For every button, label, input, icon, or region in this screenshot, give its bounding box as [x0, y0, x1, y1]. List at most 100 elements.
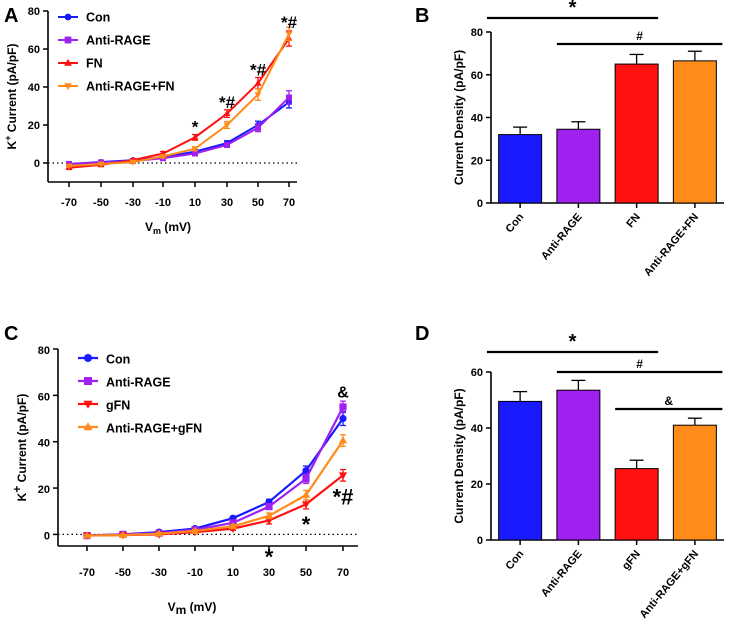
chart-c-x-tick-label: -70 — [79, 567, 95, 579]
chart-a-x-tick-label: -30 — [125, 197, 141, 209]
chart-a-y-tick-label: 0 — [34, 158, 40, 170]
chart-a-data-point — [97, 161, 105, 168]
chart-c-data-point — [118, 530, 128, 538]
chart-a-x-tick-label: 50 — [252, 197, 264, 209]
chart-d-x-tick-label: Con — [503, 548, 526, 572]
chart-a-annotation: *# — [281, 13, 298, 32]
chart-a-data-point — [192, 150, 198, 157]
panel-label-a: A — [4, 5, 18, 27]
chart-a-data-point — [223, 122, 231, 129]
chart-d-bar — [556, 389, 601, 541]
chart-a-legend-marker — [64, 36, 72, 44]
chart-a-legend-label: Con — [86, 11, 110, 25]
chart-c-y-label-main: K — [15, 492, 29, 501]
chart-d-y-tick-label: 20 — [471, 479, 483, 491]
chart-c-x-tick-label: 70 — [337, 567, 349, 579]
chart-a-series-line — [68, 33, 290, 167]
chart-d-x-tick-label: gFN — [620, 548, 643, 572]
chart-c-data-point — [264, 517, 274, 525]
chart-d-bar — [614, 468, 659, 541]
chart-b-significance-label: # — [636, 29, 643, 43]
chart-a-x-tick-label: 30 — [221, 197, 233, 209]
chart-a-x-tick-label: 10 — [189, 197, 201, 209]
chart-d-bar — [672, 424, 717, 541]
chart-a-data-point — [255, 124, 261, 131]
chart-a-y-tick-label: 60 — [28, 44, 40, 56]
chart-d-y-tick-label: 60 — [471, 367, 483, 379]
chart-b-y-tick-label: 80 — [471, 27, 483, 39]
chart-a-annotation: *# — [219, 93, 236, 112]
chart-c-data-point — [154, 529, 164, 537]
chart-c-x-tick-label: 30 — [263, 567, 275, 579]
chart-c-y-tick-label: 20 — [38, 484, 50, 496]
chart-b-y-tick-label: 60 — [471, 70, 483, 82]
chart-c-y-tick-label: 60 — [38, 391, 50, 403]
chart-a-data-point — [224, 141, 230, 148]
chart-a-series-line — [68, 101, 290, 165]
chart-c-x-label-main: V — [168, 600, 176, 614]
chart-a-y-label-rest: Current (pA/pF) — [5, 44, 19, 136]
chart-b-bar — [672, 60, 717, 204]
chart-c-annotation: *# — [333, 484, 354, 509]
chart-b-bar — [498, 134, 543, 204]
chart-a-data-point — [254, 79, 262, 86]
chart-c-legend-label: Anti-RAGE+gFN — [106, 421, 202, 435]
chart-d-x-tick-label: Anti-RAGE+gFN — [638, 548, 702, 621]
chart-c-y-tick-label: 80 — [38, 345, 50, 357]
chart-a-data-point — [254, 92, 262, 99]
chart-a-series-line — [68, 96, 290, 165]
chart-a-data-point — [129, 159, 137, 166]
chart-d-significance-label: & — [664, 394, 673, 408]
chart-c-data-point — [228, 521, 238, 530]
chart-c-x-label-unit: (mV) — [186, 600, 216, 614]
chart-a-data-point — [286, 94, 292, 101]
chart-c: 0 20 40 60 80 -70 -50 -30 -10 10 30 50 70 Vm (mV) K+ C… — [10, 345, 358, 617]
chart-a-data-point — [191, 133, 199, 140]
chart-d-significance-label: # — [636, 357, 643, 371]
chart-c-series-anti-rage-gfn — [82, 434, 348, 539]
panel-label-c: C — [4, 323, 18, 345]
chart-a-y-tick-label: 80 — [28, 6, 40, 18]
chart-c-data-point — [264, 511, 274, 519]
chart-d-bar — [498, 400, 543, 541]
chart-b-y-tick-label: 40 — [471, 113, 483, 125]
chart-a-x-label-sub: m — [153, 226, 161, 236]
chart-a-legend-marker — [64, 13, 72, 21]
chart-c-annotation: * — [302, 512, 311, 537]
chart-a-x-tick-label: 70 — [283, 197, 295, 209]
chart-c-legend-label: Con — [106, 352, 130, 366]
chart-a-x-label-unit: (mV) — [161, 220, 191, 234]
chart-a-data-point — [223, 110, 231, 116]
chart-a-y-label: K+ Current (pA/pF) — [3, 44, 19, 150]
chart-a-y-label-main: K — [5, 140, 19, 149]
chart-d-y-label: Current Density (pA/pF) — [452, 388, 466, 523]
chart-b-y-label: Current Density (pA/pF) — [452, 50, 466, 185]
chart-a-series-anti-rage — [66, 90, 292, 167]
chart-c-data-point — [190, 526, 200, 534]
chart-a-data-point — [191, 146, 199, 153]
chart-c-series-line — [86, 439, 344, 537]
chart-a-x-label: Vm (mV) — [145, 220, 191, 236]
chart-a-x-tick-label: -50 — [93, 197, 109, 209]
chart-a-x-label-main: V — [145, 220, 153, 234]
chart-a-legend-marker — [64, 58, 72, 66]
panel-label-b: B — [415, 5, 429, 27]
chart-c-legend-label: Anti-RAGE — [106, 375, 171, 389]
chart-c-data-point — [339, 414, 347, 423]
chart-c-data-point — [339, 403, 347, 411]
chart-c-annotation: & — [337, 385, 349, 402]
chart-c-legend-marker — [84, 354, 92, 362]
chart-a-data-point — [285, 31, 293, 38]
chart-c-data-point — [302, 475, 310, 483]
chart-c-data-point — [82, 531, 92, 539]
chart-b-x-tick-label: Anti-RAGE — [539, 211, 585, 262]
chart-c-legend-marker — [83, 422, 93, 431]
chart-b-y-tick-label: 0 — [477, 198, 483, 210]
chart-c-legend-marker — [84, 377, 92, 385]
chart-a-legend-label: FN — [86, 57, 103, 71]
chart-c-data-point — [301, 501, 311, 509]
chart-d-x-tick-label: Anti-RAGE — [539, 548, 585, 599]
chart-b-x-tick-label: Anti-RAGE+FN — [642, 211, 701, 278]
chart-b-y-tick-label: 20 — [471, 155, 483, 167]
chart-a-x-tick-label: -10 — [155, 197, 171, 209]
